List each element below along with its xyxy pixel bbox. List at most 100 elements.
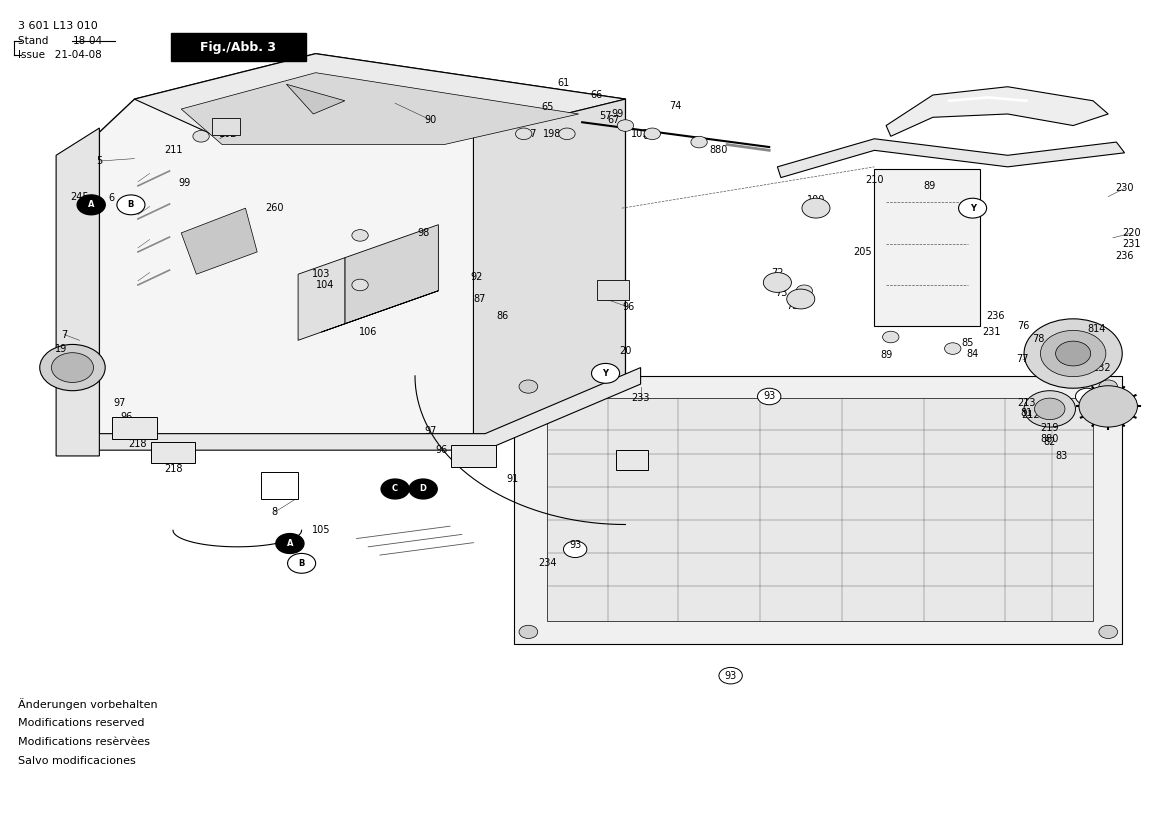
Text: 9: 9 — [628, 458, 635, 468]
Circle shape — [1024, 319, 1122, 388]
Text: 91: 91 — [506, 474, 518, 484]
Text: Y: Y — [969, 204, 976, 212]
Text: 73: 73 — [775, 288, 787, 298]
Circle shape — [1099, 625, 1118, 638]
Circle shape — [1099, 380, 1118, 393]
Text: B: B — [298, 559, 305, 567]
Text: 82: 82 — [1044, 437, 1056, 447]
Polygon shape — [321, 291, 438, 332]
Text: 104: 104 — [316, 280, 334, 290]
Text: 205: 205 — [853, 247, 872, 257]
FancyBboxPatch shape — [451, 445, 496, 467]
Circle shape — [77, 195, 105, 215]
Text: 83: 83 — [1056, 451, 1067, 461]
FancyBboxPatch shape — [597, 280, 629, 300]
Polygon shape — [345, 225, 438, 324]
Text: 97: 97 — [113, 398, 125, 408]
Circle shape — [1075, 388, 1099, 405]
Text: 6: 6 — [108, 193, 115, 203]
Text: 76: 76 — [1017, 321, 1029, 331]
Text: 96: 96 — [623, 302, 635, 312]
Text: Salvo modificaciones: Salvo modificaciones — [18, 756, 136, 766]
Circle shape — [883, 331, 899, 343]
Polygon shape — [777, 139, 1125, 178]
Text: 231: 231 — [1122, 239, 1141, 249]
Circle shape — [51, 353, 94, 382]
Circle shape — [592, 363, 620, 383]
FancyBboxPatch shape — [212, 118, 240, 135]
Polygon shape — [547, 398, 1093, 621]
Text: 3 601 L13 010: 3 601 L13 010 — [18, 21, 97, 31]
Polygon shape — [88, 368, 641, 450]
Polygon shape — [56, 128, 99, 456]
Text: 211: 211 — [164, 145, 182, 155]
Polygon shape — [514, 376, 1122, 644]
Circle shape — [719, 667, 742, 684]
Text: 74: 74 — [670, 101, 682, 111]
Text: 67: 67 — [608, 115, 620, 125]
Circle shape — [559, 128, 575, 140]
Text: 95: 95 — [167, 451, 179, 461]
Text: 18-04: 18-04 — [72, 36, 103, 46]
Circle shape — [193, 131, 209, 142]
Text: 77: 77 — [1017, 354, 1029, 364]
Text: 78: 78 — [1032, 334, 1044, 344]
Circle shape — [516, 128, 532, 140]
Text: 87: 87 — [473, 294, 485, 304]
Polygon shape — [473, 99, 625, 446]
Text: 66: 66 — [590, 90, 602, 100]
Polygon shape — [874, 169, 980, 326]
Circle shape — [519, 625, 538, 638]
Text: A: A — [286, 539, 293, 548]
Circle shape — [409, 479, 437, 499]
Text: 61: 61 — [558, 78, 569, 88]
Text: 65: 65 — [541, 102, 553, 112]
Text: 8: 8 — [271, 507, 278, 517]
Text: 236: 236 — [1115, 251, 1134, 261]
Text: 212: 212 — [1022, 410, 1040, 420]
FancyBboxPatch shape — [261, 472, 298, 499]
Circle shape — [1056, 341, 1091, 366]
Text: 72: 72 — [772, 268, 783, 278]
Circle shape — [644, 128, 660, 140]
Circle shape — [787, 289, 815, 309]
Text: 93: 93 — [569, 540, 581, 550]
Polygon shape — [298, 258, 345, 340]
Circle shape — [945, 343, 961, 354]
Text: 90: 90 — [424, 115, 436, 125]
Text: A: A — [88, 201, 95, 209]
Text: 220: 220 — [1122, 228, 1141, 238]
Circle shape — [117, 195, 145, 215]
Circle shape — [691, 136, 707, 148]
Text: 89: 89 — [880, 350, 892, 360]
Circle shape — [519, 380, 538, 393]
Text: 96: 96 — [436, 445, 448, 455]
Text: Issue   21-04-08: Issue 21-04-08 — [18, 50, 102, 60]
Text: 218: 218 — [164, 464, 182, 474]
Text: 260: 260 — [265, 203, 284, 213]
Text: 84: 84 — [967, 349, 978, 358]
Polygon shape — [181, 208, 257, 274]
Text: 105: 105 — [312, 525, 331, 535]
Text: 213: 213 — [1017, 398, 1036, 408]
Text: 94: 94 — [611, 286, 623, 296]
Text: 68: 68 — [643, 131, 655, 141]
Text: 814: 814 — [1087, 324, 1106, 334]
Circle shape — [763, 273, 791, 292]
Text: D: D — [420, 485, 427, 493]
Circle shape — [959, 198, 987, 218]
Text: 231: 231 — [982, 327, 1001, 337]
Text: 232: 232 — [1092, 363, 1111, 373]
Text: 233: 233 — [631, 393, 650, 403]
Text: B: B — [127, 201, 134, 209]
Circle shape — [1035, 398, 1065, 420]
Text: Modifications resèrvèes: Modifications resèrvèes — [18, 737, 150, 747]
FancyBboxPatch shape — [151, 442, 195, 463]
Text: 245: 245 — [70, 192, 89, 202]
Text: 236: 236 — [987, 311, 1005, 320]
Text: 100: 100 — [807, 195, 825, 205]
Text: 97: 97 — [424, 426, 436, 436]
FancyBboxPatch shape — [616, 450, 648, 470]
Text: 198: 198 — [542, 129, 561, 139]
Text: Y: Y — [602, 369, 609, 377]
